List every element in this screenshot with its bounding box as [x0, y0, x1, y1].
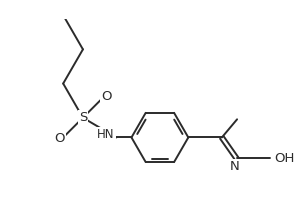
Text: OH: OH — [274, 152, 294, 165]
Text: O: O — [101, 90, 112, 103]
Text: N: N — [230, 160, 240, 173]
Text: HN: HN — [97, 128, 115, 141]
Text: S: S — [79, 111, 87, 124]
Text: O: O — [54, 132, 64, 145]
